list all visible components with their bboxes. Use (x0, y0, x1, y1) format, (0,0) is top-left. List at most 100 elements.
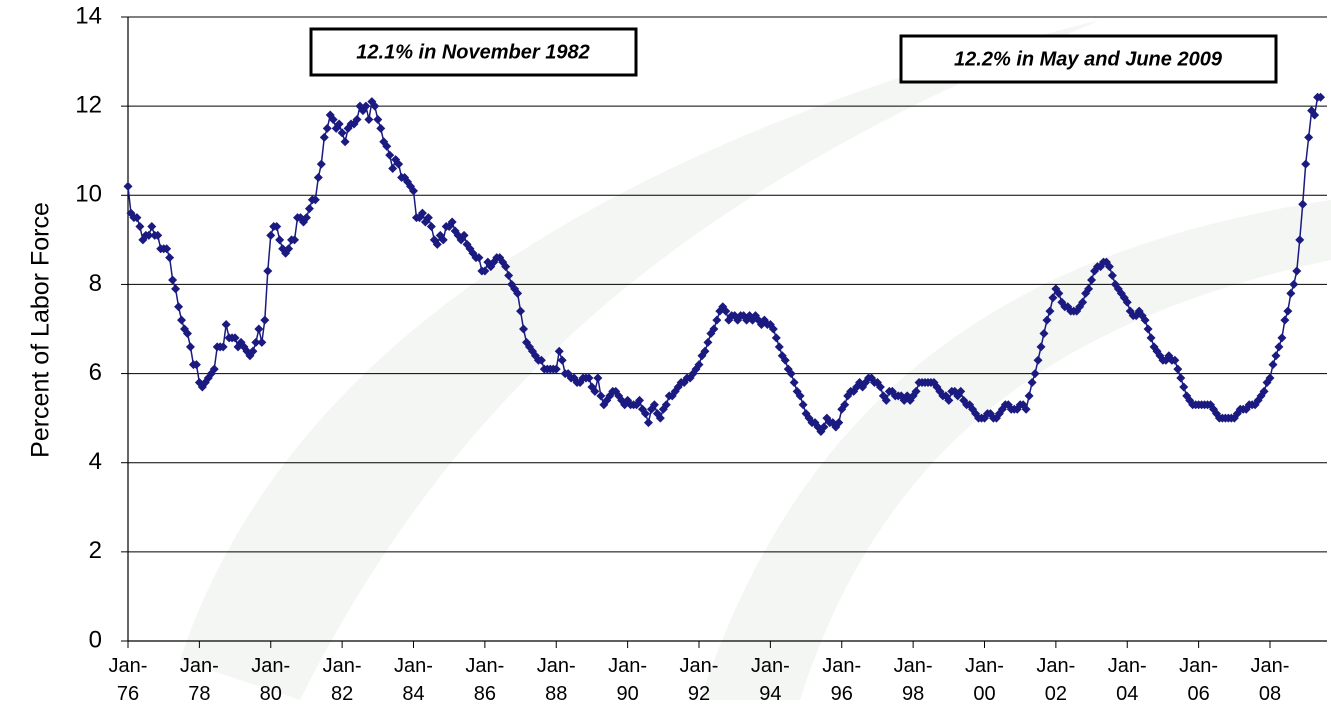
data-marker (301, 213, 311, 223)
data-marker (260, 315, 270, 325)
x-tick-label: Jan-86 (465, 655, 504, 705)
data-marker (382, 141, 392, 151)
data-marker (504, 271, 514, 281)
data-marker (328, 115, 338, 125)
data-marker (554, 346, 564, 356)
data-marker (786, 369, 796, 379)
x-tick-label: Jan-90 (608, 655, 647, 705)
data-marker (774, 342, 784, 352)
data-marker (316, 159, 326, 169)
data-marker (290, 235, 300, 245)
data-marker (191, 360, 201, 370)
y-tick-label: 10 (75, 181, 102, 208)
data-marker (1036, 342, 1046, 352)
y-tick-label: 6 (89, 359, 102, 386)
data-marker (447, 217, 457, 227)
data-marker (385, 150, 395, 160)
y-tick-label: 12 (75, 91, 102, 118)
data-marker (174, 302, 184, 312)
data-marker (1143, 324, 1153, 334)
data-marker (319, 132, 329, 142)
data-marker (1045, 306, 1055, 316)
data-marker (474, 253, 484, 263)
data-marker (272, 221, 282, 231)
data-marker (144, 230, 154, 240)
x-tick-label: Jan-08 (1251, 655, 1290, 705)
data-marker (254, 324, 264, 334)
data-marker (480, 266, 490, 276)
data-marker (135, 221, 145, 231)
data-marker (1310, 110, 1320, 120)
plot-area: 0 2 4 6 8 10 12 14 Jan-76 Jan-78 Jan-80 Jan-82 Jan-8… (75, 2, 1327, 705)
data-marker (123, 181, 133, 191)
data-marker (361, 101, 371, 111)
data-marker (661, 400, 671, 410)
data-marker (1289, 279, 1299, 289)
data-marker (171, 284, 181, 294)
data-marker (1277, 333, 1287, 343)
data-marker (1295, 235, 1305, 245)
data-marker (423, 213, 433, 223)
data-marker (712, 315, 722, 325)
data-marker (1259, 386, 1269, 396)
annotation-box (309, 27, 638, 77)
data-marker (1033, 355, 1043, 365)
data-marker (284, 244, 294, 254)
data-marker (593, 373, 603, 383)
data-marker (257, 337, 267, 347)
data-marker (640, 409, 650, 419)
data-marker (643, 418, 653, 428)
data-marker (771, 333, 781, 343)
data-marker (304, 204, 314, 214)
data-marker (956, 386, 966, 396)
data-marker (703, 337, 713, 347)
data-marker (1304, 132, 1314, 142)
data-marker (251, 337, 261, 347)
data-marker (165, 253, 175, 263)
data-marker (373, 115, 383, 125)
x-tick-label: Jan-06 (1179, 655, 1218, 705)
data-marker (352, 115, 362, 125)
data-marker (322, 123, 332, 133)
data-marker (177, 315, 187, 325)
data-marker (370, 101, 380, 111)
data-marker (364, 115, 374, 125)
x-tick-label: Jan-80 (251, 655, 290, 705)
data-marker (536, 355, 546, 365)
data-marker (721, 306, 731, 316)
x-tick-label: Jan-76 (109, 655, 148, 705)
data-marker (1179, 382, 1189, 392)
data-marker (513, 288, 523, 298)
data-marker (819, 422, 829, 432)
annotation: 12.1% in November 1982 (356, 41, 589, 63)
data-marker (1268, 360, 1278, 370)
data-marker (132, 213, 142, 223)
data-marker (789, 377, 799, 387)
data-marker (840, 400, 850, 410)
data-marker (551, 364, 561, 374)
data-marker (1176, 373, 1186, 383)
data-marker (426, 221, 436, 231)
data-marker (1087, 275, 1097, 285)
data-marker (709, 324, 719, 334)
data-marker (1283, 306, 1293, 316)
watermark (180, 20, 1100, 700)
data-marker (1078, 297, 1088, 307)
data-marker (944, 395, 954, 405)
data-marker (1298, 199, 1308, 209)
data-marker (649, 400, 659, 410)
data-marker (438, 235, 448, 245)
x-tick-label: Jan-96 (822, 655, 861, 705)
data-marker (1280, 315, 1290, 325)
data-marker (263, 266, 273, 276)
data-marker (635, 395, 645, 405)
data-marker (432, 239, 442, 249)
data-marker (557, 355, 567, 365)
data-marker (584, 373, 594, 383)
data-marker (221, 320, 231, 330)
data-marker (1054, 288, 1064, 298)
data-marker (519, 324, 529, 334)
data-marker (1271, 351, 1281, 361)
y-tick-label: 8 (89, 270, 102, 297)
